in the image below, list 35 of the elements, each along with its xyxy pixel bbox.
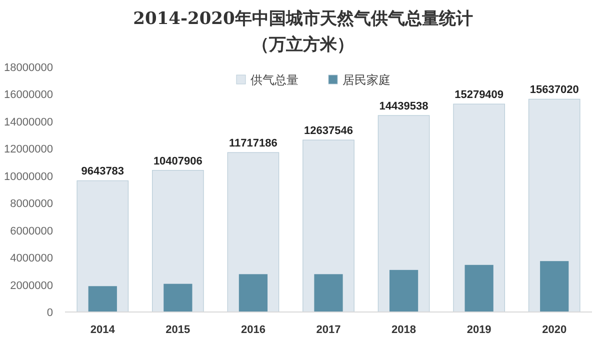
x-tick-label: 2017 xyxy=(316,324,341,336)
data-label: 15637020 xyxy=(530,84,579,96)
data-label: 15279409 xyxy=(454,89,504,102)
bar xyxy=(389,270,418,312)
y-tick-label: 16000000 xyxy=(4,89,53,102)
y-tick-label: 8000000 xyxy=(10,198,53,210)
bar xyxy=(88,286,117,312)
y-tick-label: 18000000 xyxy=(4,62,53,74)
bar xyxy=(314,274,343,312)
bar xyxy=(540,261,569,312)
y-tick-label: 0 xyxy=(46,307,53,319)
x-tick-label: 2014 xyxy=(90,324,116,336)
y-tick-label: 6000000 xyxy=(10,225,53,238)
x-tick-label: 2015 xyxy=(166,324,190,336)
legend-label: 居民家庭 xyxy=(342,73,390,87)
x-tick-label: 2016 xyxy=(240,324,266,336)
y-tick-label: 12000000 xyxy=(4,144,53,156)
y-tick-label: 2000000 xyxy=(10,280,53,292)
x-tick-label: 2019 xyxy=(466,324,492,336)
y-tick-label: 10000000 xyxy=(4,170,53,183)
bar xyxy=(238,274,268,312)
y-tick-label: 14000000 xyxy=(4,116,53,128)
data-label: 10407906 xyxy=(153,155,202,168)
data-label: 9643783 xyxy=(81,166,124,178)
data-label: 14439538 xyxy=(379,100,428,112)
bar xyxy=(164,284,192,312)
chart-title: 2014-2020年中国城市天然气供气总量统计 xyxy=(133,9,473,29)
x-tick-label: 2020 xyxy=(542,324,567,336)
chart-subtitle: （万立方米） xyxy=(252,35,354,55)
data-label: 11717186 xyxy=(229,138,278,150)
bar xyxy=(464,264,494,312)
data-label: 12637546 xyxy=(304,124,353,137)
y-tick-label: 4000000 xyxy=(10,252,53,265)
legend-label: 供气总量 xyxy=(250,73,298,87)
x-tick-label: 2018 xyxy=(392,324,416,336)
